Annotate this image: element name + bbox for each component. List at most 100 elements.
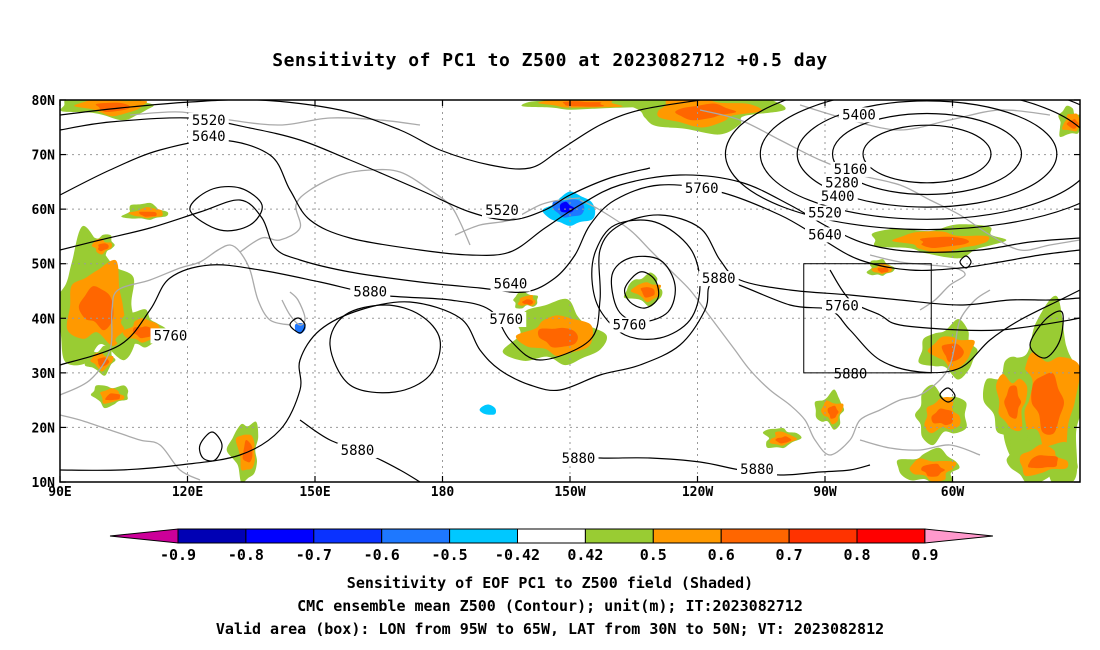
caption-line-1: Sensitivity of EOF PC1 to Z500 field (Sh… [346,574,754,592]
coastline [129,111,421,126]
lon-tick-label: 150E [299,485,330,500]
colorbar-swatch [381,528,451,544]
contour-label-bg [830,161,871,177]
contour-label: 5760 [825,298,859,314]
colorbar-tick-label: -0.9 [160,546,196,564]
contour-label-bg [817,189,858,205]
colorbar-swatch [449,528,519,544]
colorbar-swatch [313,528,383,544]
colorbar: -0.9 -0.8 -0.7 -0.6 -0.5 -0.42 0.42 0.5 0.6 0.7 0.… [109,528,993,564]
contour-label: 5400 [842,107,876,123]
contour-label-bg [805,205,845,221]
colorbar-swatch [245,528,315,544]
valid-area-box [803,263,932,374]
lat-tick-label: 50N [32,258,56,273]
colorbar-swatch [517,528,586,544]
z500-contour [60,214,1080,366]
contour-label-bg [698,271,739,287]
colorbar-swatch [584,528,654,544]
z500-contour-low [862,124,992,184]
z500-contour [610,255,676,323]
positive-sensitivity-area [78,286,114,331]
coastline [579,199,991,456]
positive-sensitivity-area [562,101,605,107]
lon-tick-label: 120E [172,485,203,500]
contour-label: 5880 [740,462,774,478]
z500-contour [189,185,263,232]
contour-label: 5520 [485,203,519,219]
positive-sensitivity-area [1004,385,1022,419]
colorbar-tick-label: 0.7 [776,546,803,564]
chart-title: Sensitivity of PC1 to Z500 at 2023082712… [272,50,828,71]
colorbar-swatch [177,528,247,544]
z500-contour [1029,310,1064,359]
z500-contour-low [724,100,1080,231]
lon-tick-label: 90W [813,485,837,500]
z500-contour [329,304,441,394]
contour-label-bg [839,107,879,123]
contour-label: 5880 [562,451,596,467]
positive-sensitivity-area [1066,118,1079,129]
colorbar-tick-label: 0.6 [708,546,735,564]
coastline [281,291,306,326]
contour-label: 5400 [821,189,855,205]
positive-sensitivity-area [537,327,578,348]
z500-contour-low [831,112,1023,196]
lon-tick-label: 180 [431,485,455,500]
contour-label: 5880 [353,285,387,301]
z500-contour [289,317,306,334]
z500-contour [591,219,701,340]
contour-label: 5640 [494,277,528,293]
positive-sensitivity-area [105,393,121,401]
lat-tick-label: 80N [32,94,56,109]
positive-sensitivity-area [132,326,154,339]
positive-sensitivity-area [1031,372,1065,435]
positive-sensitivity-area [521,299,533,305]
lat-tick-label: 60N [32,203,56,218]
colorbar-tick-label: -0.5 [432,546,468,564]
gridlines [60,100,1080,482]
contour-label-bg [805,227,845,243]
colorbar-arrow-min [109,528,179,544]
z500-contour [623,271,660,309]
lon-tick-label: 120W [682,485,713,500]
contour-label-bg [681,181,722,197]
z500-contour [939,387,956,403]
contour-label-bg [188,112,229,128]
colorbar-swatch [652,528,722,544]
contour-label: 5520 [808,206,842,222]
coastline [869,254,966,311]
colorbar-tick-label: -0.6 [364,546,400,564]
contour-label: 5280 [825,176,859,192]
z500-contour [60,100,701,170]
coastline [859,439,981,456]
positive-sensitivity-area [775,436,792,444]
z500-contour [198,431,223,462]
contour-label-bg [482,202,522,218]
contour-label: 5760 [613,317,647,333]
colorbar-tick-label: 0.42 [567,546,603,564]
contour-label: 5880 [702,271,736,287]
negative-sensitivity-area [479,404,496,415]
contour-label: 5760 [154,328,188,344]
contour-label: 5760 [489,312,523,328]
colorbar-tick-label: -0.42 [495,546,540,564]
coastline [60,414,201,481]
contour-label-bg [350,284,391,300]
contour-label-bg [337,442,378,458]
positive-sensitivity-area [1027,455,1058,469]
positive-sensitivity-area [931,408,954,426]
z500-contour [60,184,1080,293]
negative-sensitivity-area [559,201,575,213]
lat-tick-label: 70N [32,149,56,164]
contour-label: 5760 [685,181,719,197]
caption-line-2: CMC ensemble mean Z500 (Contour); unit(m… [297,597,803,615]
contour-labels: 5520564054005160528054005520564057605520… [150,107,879,478]
contour-label-bg [486,312,527,328]
colorbar-tick-label: 0.9 [911,546,938,564]
lon-tick-label: 90E [48,485,71,500]
caption-line-3: Valid area (box): LON from 95W to 65W, L… [215,620,885,638]
colorbar-arrow-max [924,528,993,544]
